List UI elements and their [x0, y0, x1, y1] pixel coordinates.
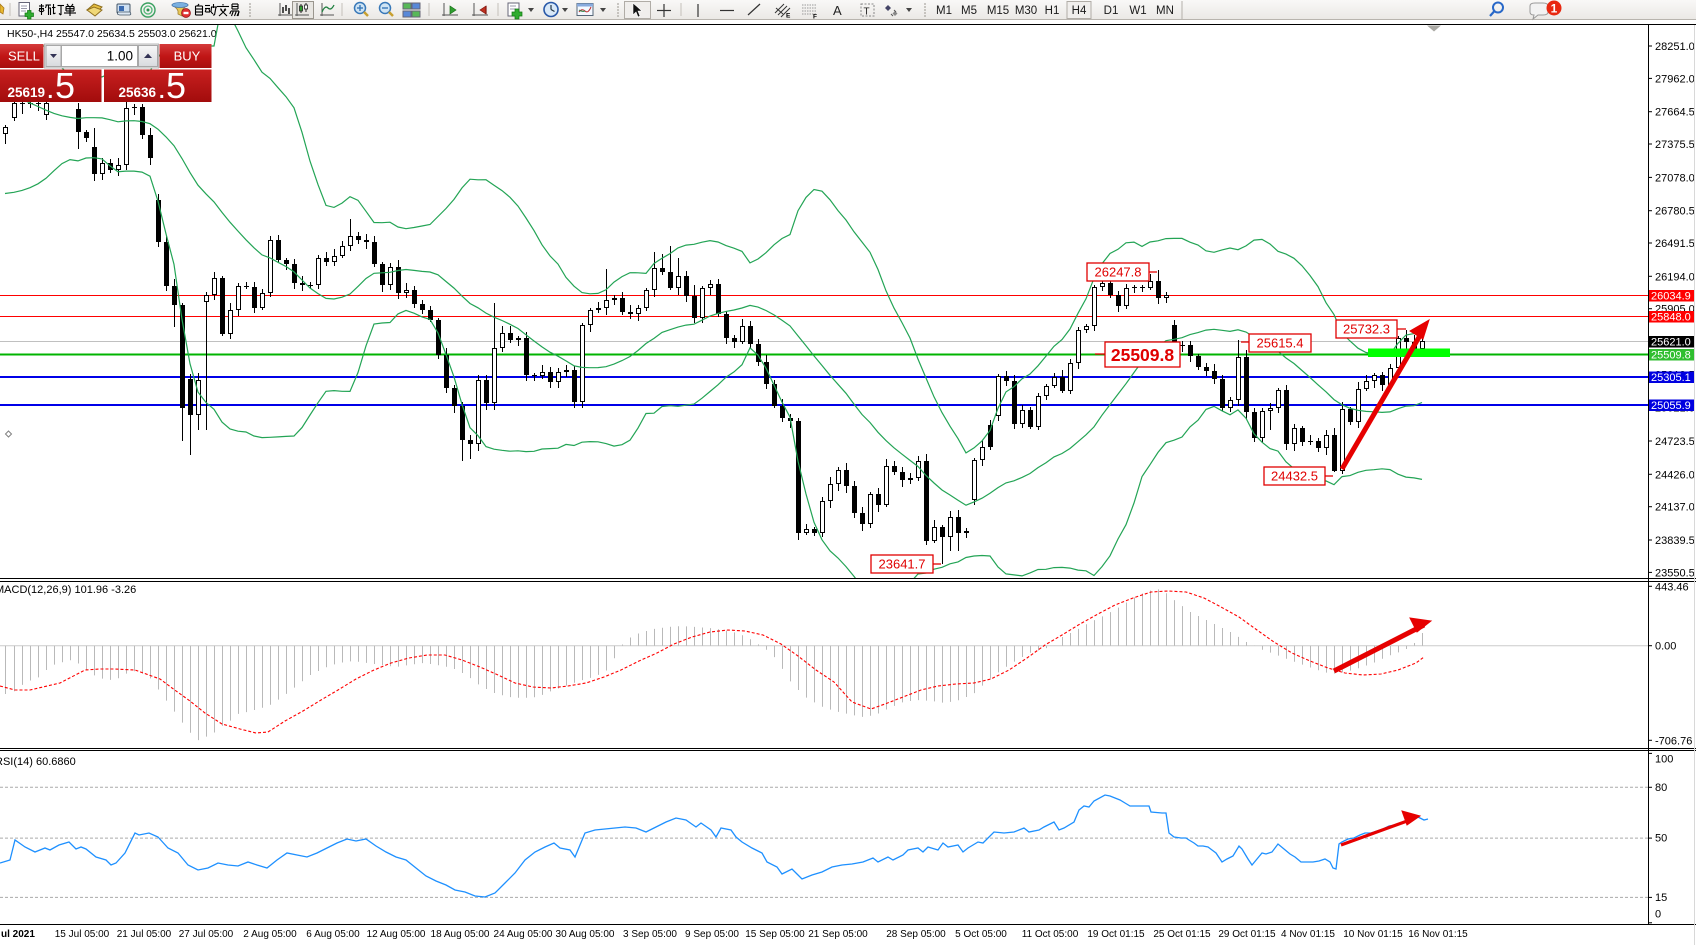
svg-text:24432.5: 24432.5 — [1271, 469, 1318, 484]
svg-text:27 Jul 05:00: 27 Jul 05:00 — [179, 929, 234, 940]
svg-text:M5: M5 — [961, 5, 977, 17]
svg-text:5: 5 — [166, 65, 186, 106]
svg-text:50: 50 — [1655, 833, 1667, 845]
svg-text:23839.5: 23839.5 — [1655, 535, 1695, 547]
svg-text:25547.0 25634.5 25503.0 25621.: 25547.0 25634.5 25503.0 25621.0 — [56, 28, 217, 40]
svg-text:26034.9: 26034.9 — [1651, 291, 1691, 303]
svg-text:1.00: 1.00 — [107, 49, 133, 64]
svg-text:15: 15 — [1655, 892, 1667, 904]
svg-text:M30: M30 — [1015, 5, 1037, 17]
svg-text:T: T — [864, 7, 870, 18]
svg-text:1: 1 — [1551, 2, 1558, 16]
svg-text:24426.0: 24426.0 — [1655, 469, 1695, 481]
svg-text:M1: M1 — [936, 5, 952, 17]
svg-text:9 Sep 05:00: 9 Sep 05:00 — [685, 929, 739, 940]
svg-text:28251.0: 28251.0 — [1655, 41, 1695, 53]
svg-text:H4: H4 — [1072, 5, 1087, 17]
svg-text:BUY: BUY — [174, 49, 201, 64]
svg-text:25 Oct 01:15: 25 Oct 01:15 — [1153, 929, 1211, 940]
svg-text:16 Nov 01:15: 16 Nov 01:15 — [1408, 929, 1468, 940]
svg-text:15 Sep 05:00: 15 Sep 05:00 — [745, 929, 805, 940]
svg-text:-706.76: -706.76 — [1655, 735, 1692, 747]
svg-text:100: 100 — [1655, 754, 1673, 766]
svg-text:24723.5: 24723.5 — [1655, 436, 1695, 448]
svg-text:25509.8: 25509.8 — [1651, 350, 1691, 362]
svg-text:25732.3: 25732.3 — [1343, 322, 1390, 337]
svg-text:30 Aug 05:00: 30 Aug 05:00 — [556, 929, 615, 940]
svg-text:26780.5: 26780.5 — [1655, 206, 1695, 218]
svg-text:12 Aug 05:00: 12 Aug 05:00 — [367, 929, 426, 940]
svg-text:3 Sep 05:00: 3 Sep 05:00 — [623, 929, 677, 940]
svg-text:18 Aug 05:00: 18 Aug 05:00 — [431, 929, 490, 940]
svg-text:10 Nov 01:15: 10 Nov 01:15 — [1343, 929, 1403, 940]
svg-text:80: 80 — [1655, 782, 1667, 794]
svg-text:RSI(14) 60.6860: RSI(14) 60.6860 — [0, 756, 76, 768]
svg-text:W1: W1 — [1129, 5, 1146, 17]
svg-text:4 Nov 01:15: 4 Nov 01:15 — [1281, 929, 1335, 940]
svg-text:ul 2021: ul 2021 — [1, 929, 35, 940]
svg-text:E: E — [786, 13, 791, 20]
svg-text:27962.0: 27962.0 — [1655, 73, 1695, 85]
svg-text:27375.5: 27375.5 — [1655, 139, 1695, 151]
svg-text:25636: 25636 — [119, 85, 157, 100]
svg-text:27664.5: 27664.5 — [1655, 107, 1695, 119]
svg-text:24137.0: 24137.0 — [1655, 502, 1695, 514]
svg-text:25621.0: 25621.0 — [1651, 337, 1691, 349]
svg-text:29 Oct 01:15: 29 Oct 01:15 — [1218, 929, 1276, 940]
svg-text:MN: MN — [1156, 5, 1174, 17]
svg-text:26491.5: 26491.5 — [1655, 238, 1695, 250]
svg-text:28 Sep 05:00: 28 Sep 05:00 — [886, 929, 946, 940]
svg-text:25509.8: 25509.8 — [1111, 345, 1175, 365]
svg-text:24 Aug 05:00: 24 Aug 05:00 — [494, 929, 553, 940]
svg-text:21 Sep 05:00: 21 Sep 05:00 — [808, 929, 868, 940]
svg-text:MACD(12,26,9) 101.96 -3.26: MACD(12,26,9) 101.96 -3.26 — [0, 584, 136, 596]
svg-text:19 Oct 01:15: 19 Oct 01:15 — [1087, 929, 1145, 940]
svg-text:23550.5: 23550.5 — [1655, 567, 1695, 579]
svg-text:0.00: 0.00 — [1655, 641, 1676, 653]
svg-text:F: F — [813, 14, 817, 21]
svg-text:26194.0: 26194.0 — [1655, 271, 1695, 283]
svg-text:26247.8: 26247.8 — [1095, 265, 1142, 280]
svg-text:23641.7: 23641.7 — [879, 557, 926, 572]
svg-text:27078.0: 27078.0 — [1655, 172, 1695, 184]
svg-text:21 Jul 05:00: 21 Jul 05:00 — [117, 929, 172, 940]
svg-text:.: . — [159, 81, 165, 103]
svg-text:SELL: SELL — [8, 49, 40, 64]
svg-text:25615.4: 25615.4 — [1257, 336, 1304, 351]
svg-text:A: A — [833, 3, 842, 18]
svg-text:H1: H1 — [1045, 5, 1060, 17]
svg-text:HK50-,H4: HK50-,H4 — [7, 28, 53, 40]
svg-text:.: . — [48, 81, 54, 103]
svg-text:443.46: 443.46 — [1655, 581, 1689, 593]
svg-text:0: 0 — [1655, 909, 1661, 921]
svg-text:D1: D1 — [1104, 5, 1119, 17]
svg-text:25305.1: 25305.1 — [1651, 372, 1691, 384]
svg-text:25055.9: 25055.9 — [1651, 400, 1691, 412]
svg-text:5: 5 — [55, 65, 75, 106]
svg-text:15 Jul 05:00: 15 Jul 05:00 — [55, 929, 110, 940]
svg-text:25848.0: 25848.0 — [1651, 312, 1691, 324]
svg-text:2 Aug 05:00: 2 Aug 05:00 — [243, 929, 297, 940]
svg-text:5 Oct 05:00: 5 Oct 05:00 — [955, 929, 1007, 940]
svg-text:25619: 25619 — [8, 85, 46, 100]
svg-text:11 Oct 05:00: 11 Oct 05:00 — [1022, 929, 1079, 940]
svg-text:M15: M15 — [987, 5, 1009, 17]
svg-text:6 Aug 05:00: 6 Aug 05:00 — [306, 929, 360, 940]
